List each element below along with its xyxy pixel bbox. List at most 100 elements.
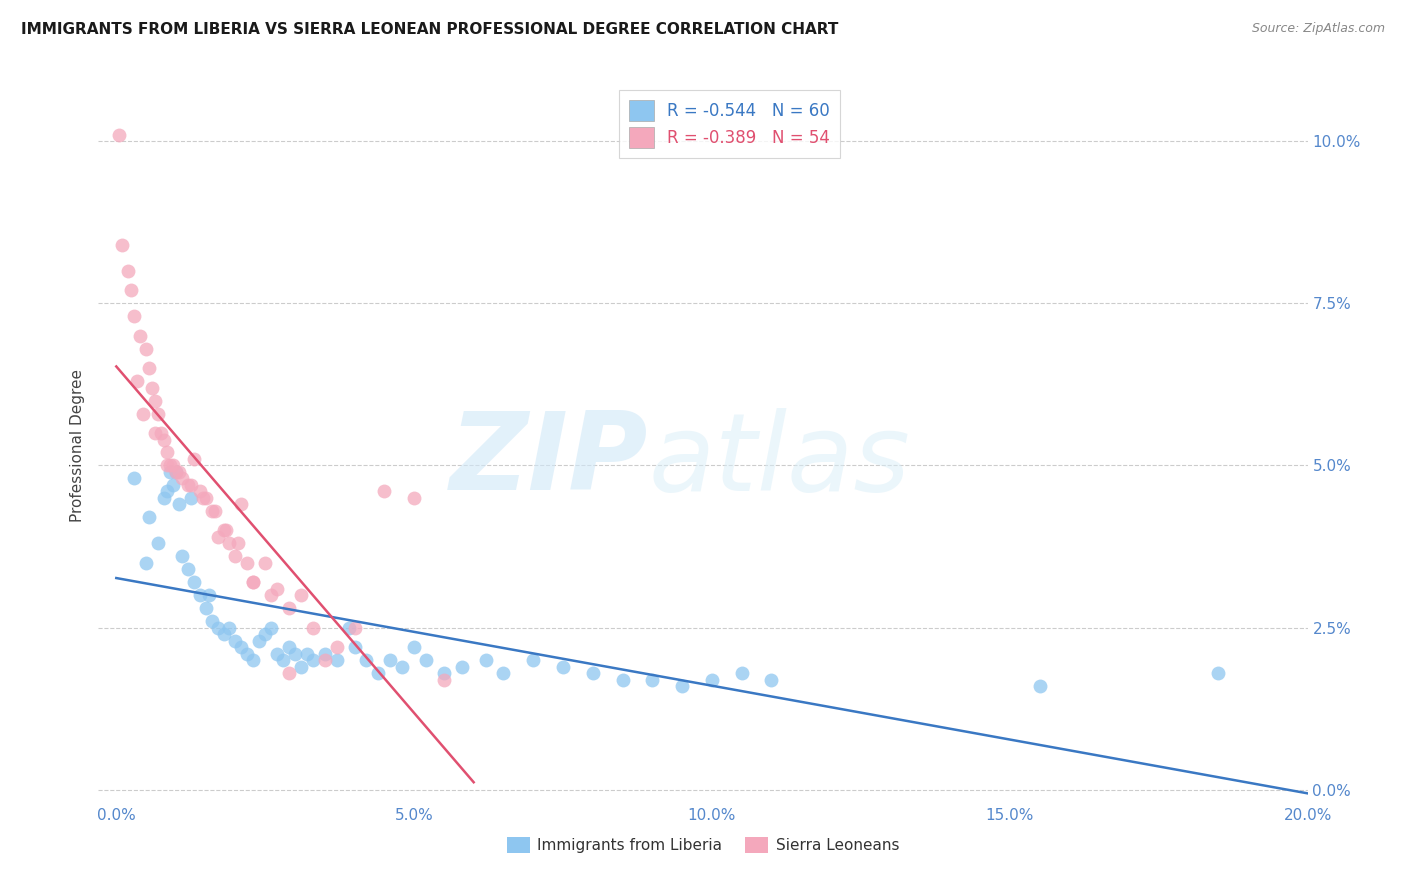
Point — [302, 653, 325, 667]
Point — [290, 659, 312, 673]
Point — [1206, 666, 1229, 681]
Point — [343, 621, 366, 635]
Legend: Immigrants from Liberia, Sierra Leoneans: Immigrants from Liberia, Sierra Leoneans — [501, 831, 905, 859]
Point — [167, 465, 190, 479]
Point — [120, 283, 142, 297]
Point — [204, 504, 226, 518]
Point — [325, 653, 347, 667]
Point — [200, 614, 222, 628]
Point — [242, 575, 264, 590]
Point — [165, 465, 187, 479]
Point — [337, 621, 360, 635]
Point — [242, 575, 264, 590]
Point — [194, 491, 217, 505]
Point — [271, 653, 294, 667]
Point — [156, 458, 179, 473]
Point — [343, 640, 366, 654]
Point — [224, 633, 246, 648]
Point — [247, 633, 270, 648]
Point — [146, 536, 169, 550]
Point — [122, 310, 145, 324]
Point — [170, 471, 193, 485]
Point — [325, 640, 347, 654]
Point — [191, 491, 214, 505]
Point — [162, 478, 184, 492]
Point — [224, 549, 246, 564]
Point — [141, 381, 163, 395]
Point — [373, 484, 395, 499]
Point — [207, 530, 229, 544]
Point — [135, 342, 157, 356]
Point — [117, 264, 139, 278]
Point — [404, 491, 426, 505]
Point — [254, 556, 277, 570]
Point — [314, 653, 336, 667]
Point — [415, 653, 437, 667]
Point — [197, 588, 219, 602]
Point — [212, 524, 235, 538]
Point — [143, 393, 166, 408]
Point — [194, 601, 217, 615]
Point — [551, 659, 574, 673]
Point — [278, 666, 301, 681]
Point — [367, 666, 389, 681]
Point — [180, 491, 202, 505]
Point — [433, 673, 456, 687]
Point — [236, 647, 259, 661]
Point — [731, 666, 754, 681]
Point — [612, 673, 634, 687]
Point — [522, 653, 544, 667]
Point — [177, 478, 200, 492]
Point — [295, 647, 318, 661]
Point — [242, 653, 264, 667]
Point — [266, 647, 288, 661]
Point — [200, 504, 222, 518]
Point — [135, 556, 157, 570]
Point — [278, 640, 301, 654]
Point — [671, 679, 693, 693]
Point — [177, 562, 200, 576]
Point — [254, 627, 277, 641]
Point — [159, 465, 181, 479]
Point — [165, 465, 187, 479]
Point — [380, 653, 402, 667]
Point — [167, 497, 190, 511]
Point — [391, 659, 413, 673]
Point — [260, 621, 283, 635]
Point — [218, 621, 240, 635]
Point — [433, 666, 456, 681]
Point — [450, 659, 472, 673]
Point — [188, 588, 211, 602]
Point — [162, 458, 184, 473]
Point — [700, 673, 723, 687]
Point — [218, 536, 240, 550]
Point — [111, 238, 134, 252]
Point — [314, 647, 336, 661]
Point — [156, 445, 179, 459]
Point — [290, 588, 312, 602]
Y-axis label: Professional Degree: Professional Degree — [70, 369, 86, 523]
Point — [122, 471, 145, 485]
Point — [188, 484, 211, 499]
Point — [641, 673, 664, 687]
Point — [284, 647, 307, 661]
Point — [138, 361, 160, 376]
Point — [149, 425, 172, 440]
Point — [215, 524, 238, 538]
Point — [582, 666, 605, 681]
Point — [266, 582, 288, 596]
Point — [146, 407, 169, 421]
Point — [138, 510, 160, 524]
Point — [108, 128, 131, 142]
Point — [127, 374, 149, 388]
Point — [231, 497, 253, 511]
Text: atlas: atlas — [648, 408, 911, 513]
Point — [132, 407, 155, 421]
Point — [153, 491, 176, 505]
Point — [129, 328, 152, 343]
Text: ZIP: ZIP — [450, 408, 648, 513]
Text: Source: ZipAtlas.com: Source: ZipAtlas.com — [1251, 22, 1385, 36]
Point — [260, 588, 283, 602]
Point — [207, 621, 229, 635]
Point — [183, 452, 205, 467]
